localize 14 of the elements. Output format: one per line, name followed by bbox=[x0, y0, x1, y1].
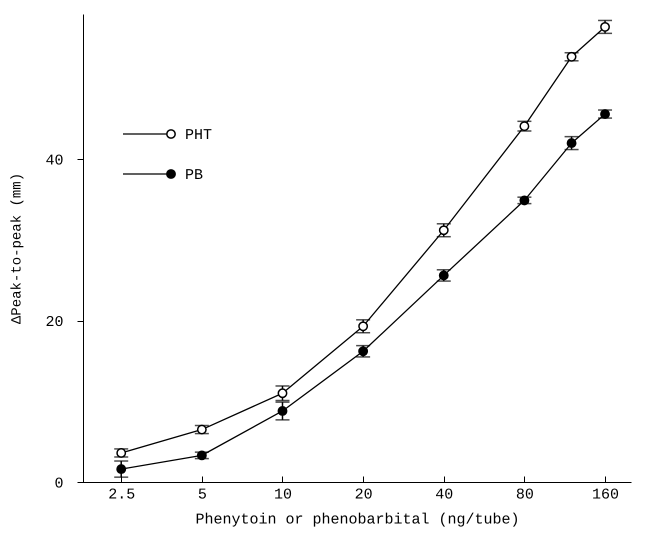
y-axis-title: ΔPeak-to-peak (mm) bbox=[9, 172, 26, 324]
x-tick-label: 5 bbox=[198, 486, 207, 504]
x-tick-label: 10 bbox=[274, 486, 292, 504]
x-tick-label: 80 bbox=[516, 486, 534, 504]
y-tick-label: 40 bbox=[45, 152, 64, 170]
legend-label: PB bbox=[185, 167, 204, 184]
legend-label: PHT bbox=[185, 127, 212, 144]
x-tick-label: 20 bbox=[354, 486, 373, 504]
y-tick-label: 20 bbox=[45, 314, 64, 332]
x-tick-label: 2.5 bbox=[108, 486, 136, 504]
y-tick-label: 0 bbox=[54, 476, 64, 492]
x-tick-label: 40 bbox=[435, 486, 454, 504]
x-axis-title: Phenytoin or phenobarbital (ng/tube) bbox=[195, 512, 520, 528]
x-tick-label: 160 bbox=[592, 486, 620, 504]
